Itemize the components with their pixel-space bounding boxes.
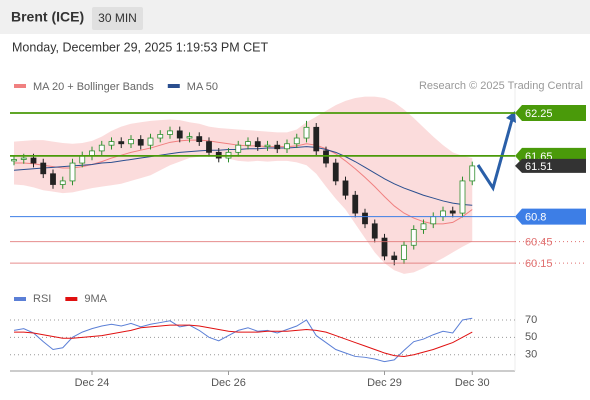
candle-body (186, 136, 193, 139)
candle-body (410, 229, 417, 246)
candle-body (157, 134, 164, 139)
candle-body (118, 141, 125, 145)
candle-body (323, 150, 329, 164)
candle-body (293, 137, 300, 145)
candle-body (30, 157, 37, 164)
candle-body (264, 144, 271, 148)
y-tick-label: 70 (525, 314, 537, 326)
candle-body (254, 141, 261, 148)
candle-body (313, 126, 320, 152)
candle-body (69, 162, 76, 182)
candle-body (11, 159, 17, 162)
level-label: 62.25 (525, 108, 553, 120)
y-tick-label: 30 (525, 349, 537, 361)
candle-body (449, 210, 456, 214)
forecast-arrow (476, 115, 515, 192)
candle-body (440, 210, 446, 218)
candle-body (128, 139, 134, 145)
rsi-line (13, 317, 473, 363)
credit: Research © 2025 Trading Central (419, 80, 583, 92)
candle-body (59, 180, 66, 185)
candle-body (352, 194, 359, 214)
candle-body (469, 165, 476, 182)
candle-body (98, 144, 105, 152)
legend-label: MA 50 (187, 81, 218, 93)
candle-body (391, 255, 398, 260)
candle-body (176, 130, 183, 139)
level-box (515, 208, 586, 225)
candle-body (284, 143, 290, 150)
candle-body (245, 141, 251, 146)
level-label: 60.8 (525, 212, 546, 224)
x-tick-label: Dec 29 (367, 377, 402, 389)
candle-body (206, 141, 212, 153)
candle-body (20, 157, 27, 160)
candle-body (430, 216, 437, 225)
rsi-line (14, 324, 473, 357)
legend-swatch (14, 297, 26, 301)
candle-body (371, 223, 378, 239)
candle-body (40, 162, 47, 175)
ma-line (13, 146, 473, 206)
timestamp: Monday, December 29, 2025 1:19:53 PM CET (12, 40, 269, 54)
candle-body (235, 144, 242, 153)
legend-label: 9MA (84, 293, 107, 305)
legend-label: RSI (33, 293, 51, 305)
title: Brent (ICE) (11, 9, 84, 25)
candle-body (420, 223, 427, 230)
candle-body (50, 173, 56, 185)
candle-body (362, 212, 368, 225)
level-box (515, 105, 586, 122)
x-tick-label: Dec 26 (211, 377, 246, 389)
candle-body (79, 155, 86, 164)
x-tick-label: Dec 30 (455, 377, 490, 389)
candle-body (303, 126, 310, 139)
last-price-box (515, 158, 586, 173)
level-label: 60.45 (525, 237, 553, 249)
y-tick-label: 50 (525, 331, 537, 343)
candle-body (196, 136, 203, 143)
candle-body (342, 180, 349, 196)
x-tick-label: Dec 24 (75, 377, 110, 389)
legend-swatch (167, 84, 180, 88)
candle-body (274, 144, 281, 150)
candle-body (167, 130, 173, 135)
candle-body (147, 137, 154, 146)
level-label: 60.15 (525, 258, 553, 270)
candle-body (459, 180, 466, 214)
candle-body (108, 141, 115, 146)
candle-body (381, 237, 388, 257)
price-plot (11, 96, 476, 274)
candle-body (401, 244, 407, 260)
header-bar (0, 0, 590, 34)
interval-tag (92, 7, 143, 30)
legend-swatch (65, 297, 78, 301)
interval: 30 MIN (98, 11, 137, 25)
arrow-head (506, 111, 516, 123)
legend-swatch (14, 84, 26, 88)
legend-label: MA 20 + Bollinger Bands (33, 81, 154, 93)
last-price-label: 61.51 (525, 161, 553, 173)
candle-body (137, 139, 144, 146)
candle-body (332, 162, 339, 182)
